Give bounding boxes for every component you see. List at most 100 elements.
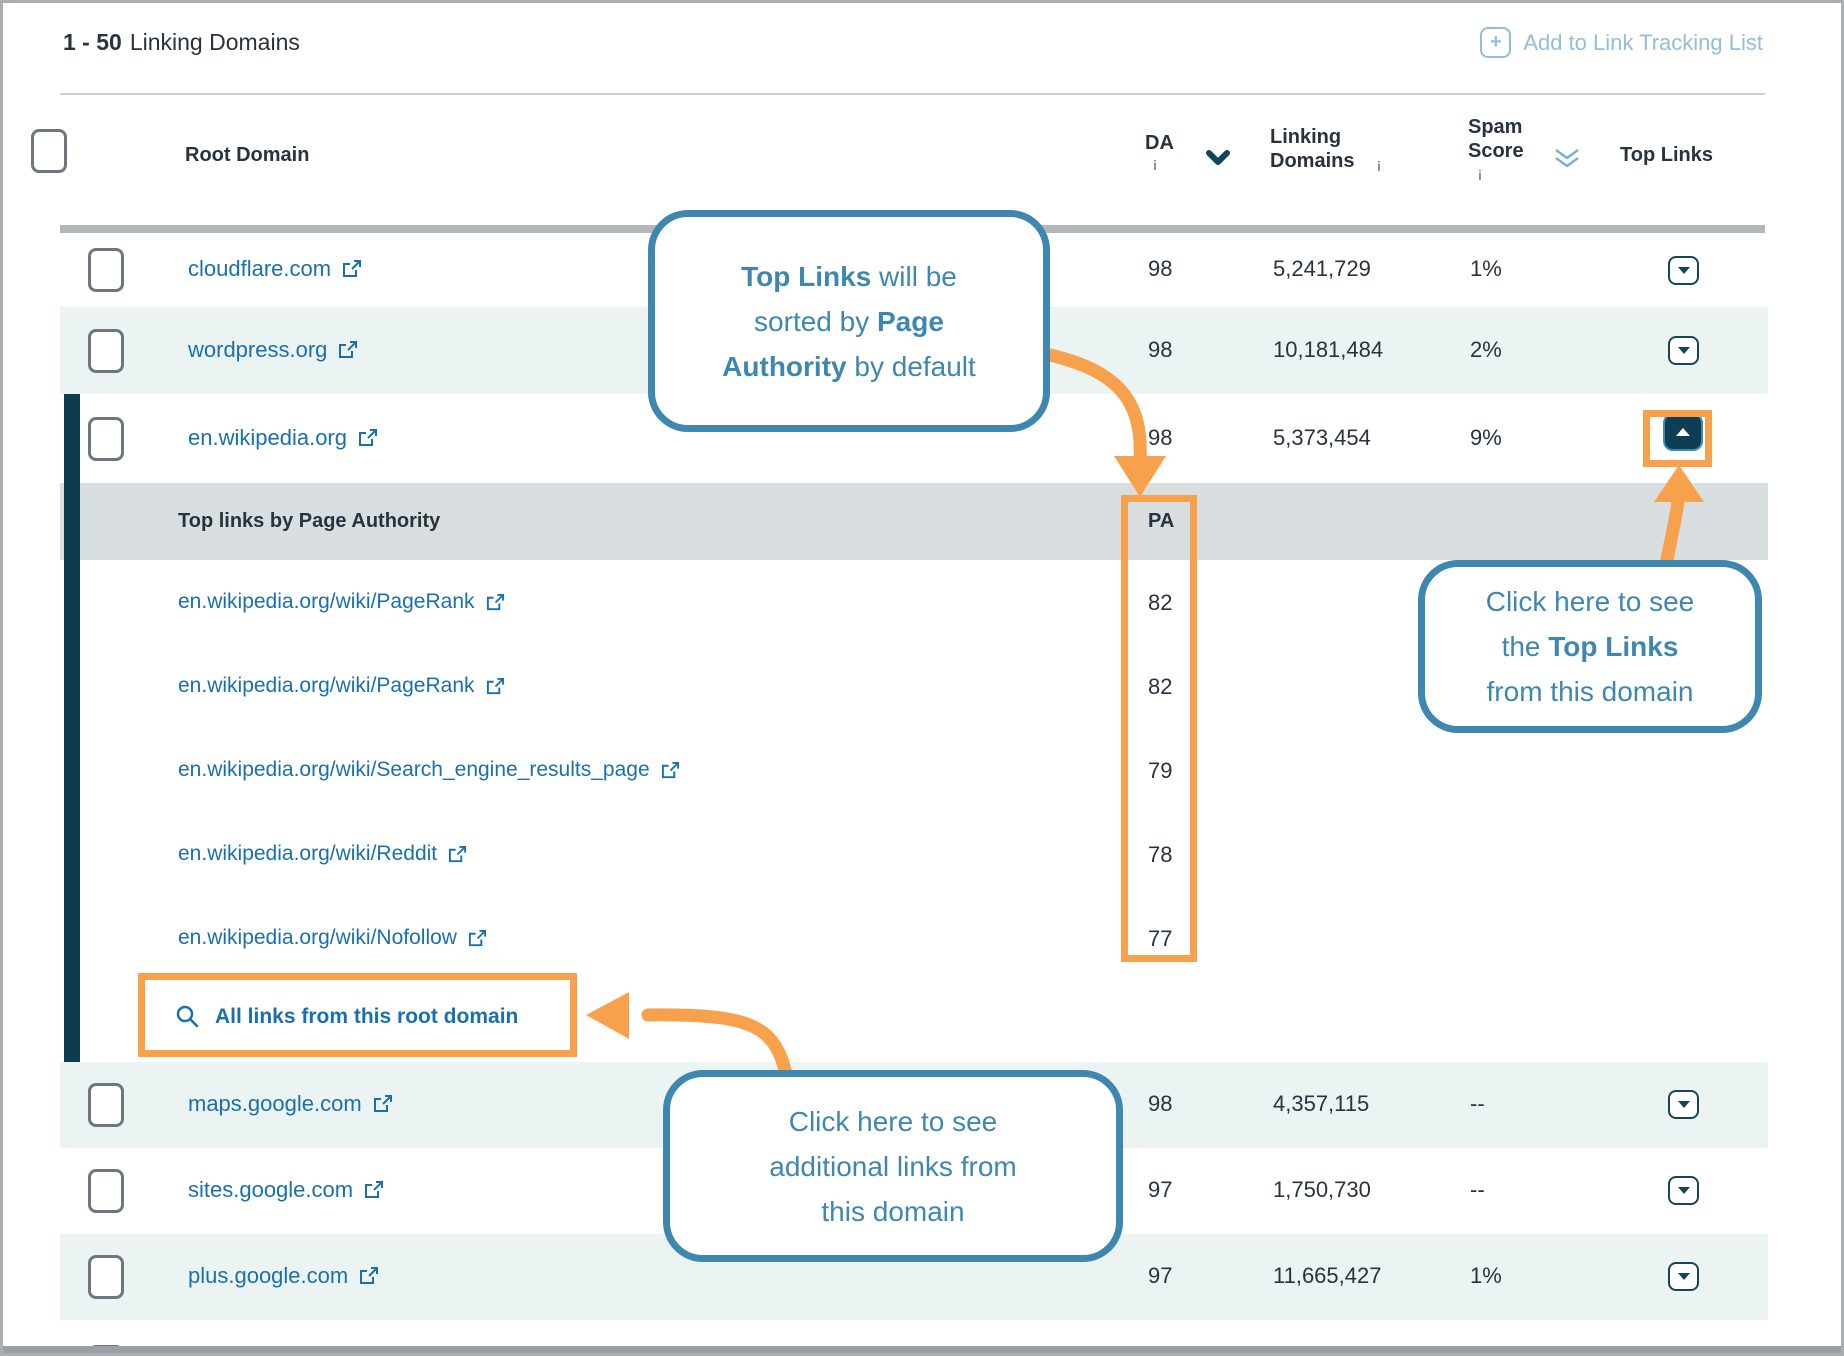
pa-column-highlight xyxy=(1121,495,1197,962)
external-link-icon xyxy=(486,593,504,610)
external-link-icon xyxy=(339,341,358,358)
all-links-button[interactable]: All links from this root domain xyxy=(175,1004,518,1030)
all-links-row: All links from this root domain xyxy=(60,980,1768,1062)
top-link-url[interactable]: en.wikipedia.org/wiki/PageRank xyxy=(178,674,505,698)
linking-domains-value: 11,665,427 xyxy=(1273,1263,1382,1288)
pa-value: 78 xyxy=(1148,842,1173,867)
pa-column-label: PA xyxy=(1148,510,1175,532)
spam-score-value: -- xyxy=(1470,1091,1485,1116)
column-root-domain[interactable]: Root Domain xyxy=(185,144,310,166)
linking-domains-value: 5,373,454 xyxy=(1273,425,1371,450)
search-icon xyxy=(176,1005,199,1028)
header-divider xyxy=(60,93,1765,95)
external-link-icon xyxy=(468,929,487,946)
spam-score-value: 1% xyxy=(1470,256,1502,281)
domain-link[interactable]: sites.google.com xyxy=(188,1177,384,1203)
da-value: 98 xyxy=(1148,1091,1173,1116)
top-links-button-highlight xyxy=(1643,410,1712,467)
external-link-icon xyxy=(486,677,504,694)
da-value: 98 xyxy=(1148,337,1173,362)
top-link-row: en.wikipedia.org/wiki/Search_engine_resu… xyxy=(60,728,1768,812)
da-value: 97 xyxy=(1148,1177,1173,1202)
pa-value: 82 xyxy=(1148,674,1173,699)
external-link-icon xyxy=(365,1181,384,1198)
top-links-expand-button[interactable] xyxy=(1668,1262,1699,1291)
linking-domains-value: 10,181,484 xyxy=(1273,337,1384,362)
pa-value: 79 xyxy=(1148,758,1173,783)
domain-link[interactable]: plus.google.com xyxy=(188,1263,379,1289)
chevron-down-icon xyxy=(1677,347,1690,354)
top-link-row: en.wikipedia.org/wiki/PageRank 82 xyxy=(60,560,1768,644)
external-link-icon xyxy=(343,260,362,277)
plus-icon: + xyxy=(1480,27,1512,58)
top-link-row: en.wikipedia.org/wiki/Reddit 78 xyxy=(60,812,1768,896)
da-info-icon[interactable]: i xyxy=(1153,157,1157,173)
linking-domains-value: 1,750,730 xyxy=(1273,1177,1371,1202)
pa-value: 77 xyxy=(1148,926,1173,951)
top-link-url[interactable]: en.wikipedia.org/wiki/PageRank xyxy=(178,590,505,614)
external-link-icon xyxy=(373,1095,392,1112)
table-row: plus.google.com 97 11,665,427 1% xyxy=(60,1234,1768,1320)
row-checkbox[interactable] xyxy=(88,329,124,373)
sort-descending-icon[interactable] xyxy=(1206,150,1230,166)
top-link-url[interactable]: en.wikipedia.org/wiki/Nofollow xyxy=(178,926,487,950)
domain-link[interactable]: wordpress.org xyxy=(188,337,358,363)
row-checkbox[interactable] xyxy=(88,248,124,292)
chevron-up-icon xyxy=(1676,428,1690,436)
top-links-expand-button[interactable] xyxy=(1668,336,1699,365)
top-link-url[interactable]: en.wikipedia.org/wiki/Search_engine_resu… xyxy=(178,758,680,782)
select-all-checkbox[interactable] xyxy=(31,129,67,173)
spam-score-sort-icon[interactable] xyxy=(1553,147,1581,169)
results-range: 1 - 50 xyxy=(63,29,122,55)
chevron-down-icon xyxy=(1677,1187,1690,1194)
callout-all-links: Click here to see additional links from th… xyxy=(663,1070,1123,1262)
table-row-expanded: en.wikipedia.org 98 5,373,454 9% xyxy=(60,394,1768,483)
spam-score-value: 9% xyxy=(1470,425,1502,450)
top-links-subheader-label: Top links by Page Authority xyxy=(178,510,441,532)
row-checkbox[interactable] xyxy=(88,417,124,461)
bottom-edge-bar xyxy=(3,1346,1841,1353)
chevron-down-icon xyxy=(1677,1273,1690,1280)
expanded-section-indicator xyxy=(64,394,80,1062)
top-links-subheader-row: Top links by Page Authority PA xyxy=(60,483,1768,560)
external-link-icon xyxy=(449,845,467,862)
table-row: cloudflare.com 98 5,241,729 1% xyxy=(60,233,1768,307)
spam-score-info-icon[interactable]: i xyxy=(1478,167,1482,183)
all-links-label: All links from this root domain xyxy=(215,1005,519,1028)
da-value: 98 xyxy=(1148,425,1173,450)
linking-domains-info-icon[interactable]: i xyxy=(1377,158,1381,174)
column-linking-domains[interactable]: Linking Domains xyxy=(1270,126,1355,172)
column-spam-score[interactable]: Spam Score xyxy=(1468,116,1524,162)
top-links-expand-button[interactable] xyxy=(1668,256,1699,285)
results-range-title: 1 - 50 Linking Domains xyxy=(63,29,300,56)
domain-link[interactable]: cloudflare.com xyxy=(188,256,362,282)
pa-value: 82 xyxy=(1148,590,1173,615)
da-value: 98 xyxy=(1148,256,1173,281)
all-links-highlight xyxy=(138,973,577,1057)
row-checkbox[interactable] xyxy=(88,1083,124,1127)
top-links-expand-button[interactable] xyxy=(1668,1176,1699,1205)
callout-top-links-button: Click here to see the Top Links from this … xyxy=(1418,560,1762,733)
add-to-link-tracking-button[interactable]: + Add to Link Tracking List xyxy=(1480,27,1763,58)
spam-score-value: -- xyxy=(1470,1177,1485,1202)
linking-domains-value: 5,241,729 xyxy=(1273,256,1371,281)
chevron-down-icon xyxy=(1677,267,1690,274)
page-title: Linking Domains xyxy=(129,29,300,55)
top-link-row: en.wikipedia.org/wiki/Nofollow 77 xyxy=(60,896,1768,980)
external-link-icon xyxy=(358,429,377,446)
column-top-links: Top Links xyxy=(1620,144,1713,166)
add-to-link-tracking-label: Add to Link Tracking List xyxy=(1523,29,1763,55)
domain-link[interactable]: en.wikipedia.org xyxy=(188,425,378,451)
domain-link[interactable]: maps.google.com xyxy=(188,1091,393,1117)
external-link-icon xyxy=(360,1267,379,1284)
table-row: sites.google.com 97 1,750,730 -- xyxy=(60,1148,1768,1234)
top-link-url[interactable]: en.wikipedia.org/wiki/Reddit xyxy=(178,842,467,866)
da-value: 97 xyxy=(1148,1263,1173,1288)
chevron-down-icon xyxy=(1677,1101,1690,1108)
row-checkbox[interactable] xyxy=(88,1169,124,1213)
spam-score-value: 2% xyxy=(1470,337,1502,362)
column-da[interactable]: DA xyxy=(1145,132,1174,154)
row-checkbox[interactable] xyxy=(88,1255,124,1299)
top-links-expand-button[interactable] xyxy=(1668,1090,1699,1119)
